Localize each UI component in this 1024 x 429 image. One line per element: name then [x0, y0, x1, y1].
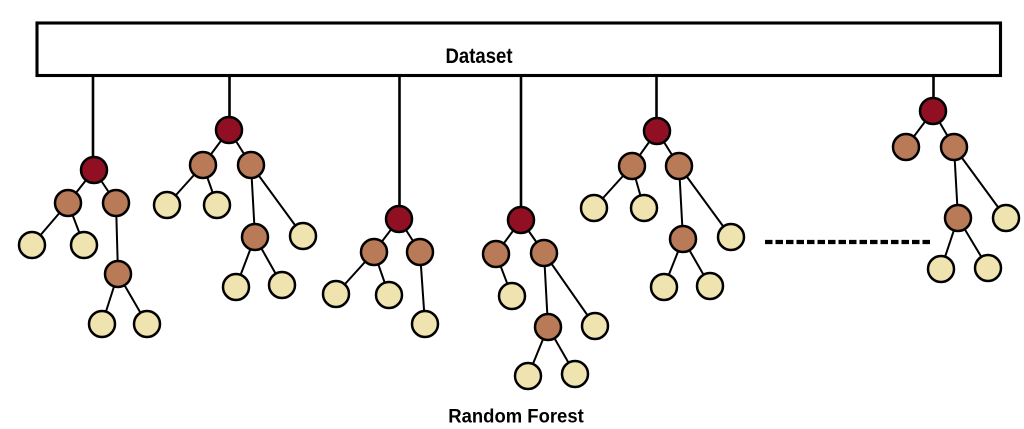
svg-text:Dataset: Dataset: [446, 44, 513, 68]
svg-text:Random Forest: Random Forest: [448, 406, 584, 428]
